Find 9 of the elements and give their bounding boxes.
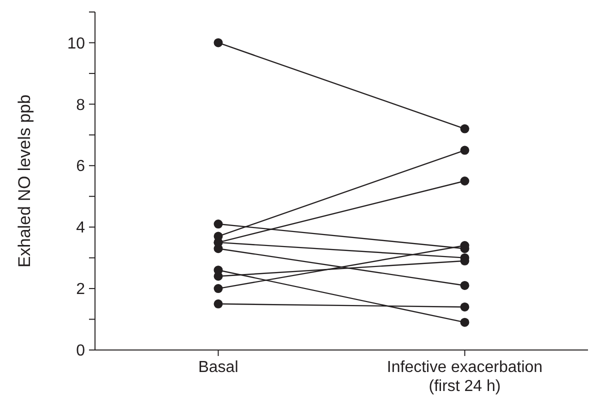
y-tick-label: 2 (76, 281, 86, 298)
x-tick-label: Basal (198, 359, 238, 376)
x-tick-label: Infective exacerbation (first 24 h) (386, 359, 543, 395)
y-axis-title: Exhaled NO levels ppb (15, 94, 34, 268)
y-tick-label: 10 (67, 35, 86, 52)
y-tick-label: 8 (76, 96, 86, 114)
y-tick-label: 0 (76, 342, 86, 360)
y-tick-label: 6 (76, 158, 86, 176)
y-tick-label: 4 (76, 220, 86, 237)
